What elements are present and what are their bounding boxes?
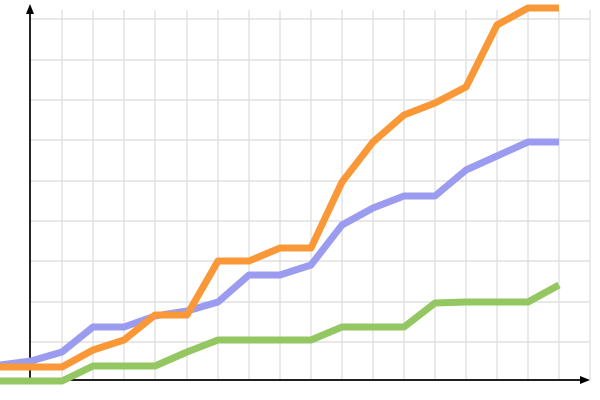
y-axis-arrowhead-icon: [26, 4, 34, 14]
series-orange-line: [0, 4, 559, 371]
series-green-line: [0, 281, 561, 385]
x-axis-arrowhead-icon: [580, 376, 590, 384]
series-lines: [0, 4, 561, 385]
series-purple-line: [0, 138, 559, 369]
axes: [26, 4, 590, 384]
